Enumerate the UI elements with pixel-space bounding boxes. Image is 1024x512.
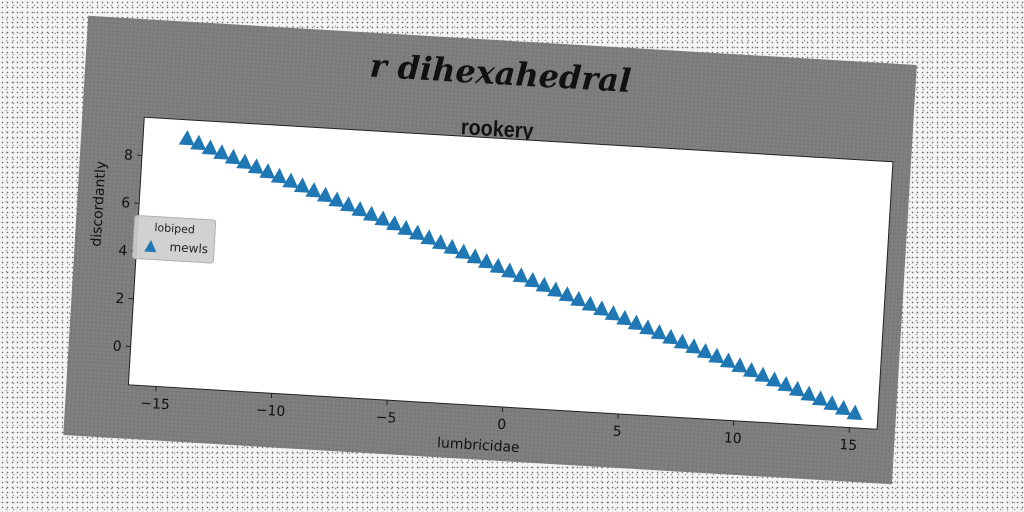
x-tick-label: 0 <box>497 417 507 434</box>
data-point-triangle <box>190 134 207 151</box>
data-point-triangle <box>316 186 333 203</box>
data-point-triangle <box>535 276 552 293</box>
data-point-triangle <box>374 210 391 226</box>
data-point-triangle <box>524 272 541 288</box>
data-point-triangle <box>662 328 679 345</box>
data-point-triangle <box>731 357 748 373</box>
data-point-triangle <box>685 338 702 354</box>
data-point-triangle <box>777 376 794 392</box>
data-point-triangle <box>420 229 437 245</box>
legend-marker-triangle <box>144 239 157 253</box>
data-point-triangle <box>800 385 817 402</box>
data-point-triangle <box>328 191 345 207</box>
x-tick-label: 10 <box>723 430 742 447</box>
data-point-triangle <box>593 300 610 316</box>
data-point-triangle <box>478 253 495 269</box>
data-point-triangle <box>512 267 529 283</box>
y-tick-label: 8 <box>124 147 134 164</box>
legend-title: lobiped <box>154 221 196 237</box>
data-point-triangle <box>811 390 828 406</box>
legend: lobiped mewls <box>131 214 217 264</box>
data-point-triangle <box>846 404 863 421</box>
data-point-triangle <box>489 257 506 274</box>
data-point-triangle <box>443 238 460 255</box>
data-point-triangle <box>627 314 644 331</box>
data-point-triangle <box>339 196 356 212</box>
data-point-triangle <box>213 144 230 160</box>
data-point-triangle <box>788 380 805 397</box>
data-point-triangle <box>765 371 782 387</box>
y-tick-label: 4 <box>118 243 128 260</box>
data-point-triangle <box>466 248 483 264</box>
data-point-triangle <box>834 399 851 416</box>
y-tick-label: 0 <box>112 339 122 356</box>
data-point-triangle <box>708 347 725 364</box>
data-point-triangle <box>673 333 690 350</box>
points-layer <box>178 129 863 421</box>
data-point-triangle <box>547 281 564 297</box>
data-point-triangle <box>616 309 633 326</box>
data-point-triangle <box>501 262 518 279</box>
data-point-triangle <box>639 319 656 335</box>
x-tick-label: −15 <box>140 396 170 414</box>
data-point-triangle <box>650 324 667 340</box>
x-tick-label: 15 <box>839 437 858 454</box>
data-point-triangle <box>247 158 264 174</box>
data-point-triangle <box>305 182 322 198</box>
data-point-triangle <box>558 286 575 302</box>
data-point-triangle <box>270 167 287 184</box>
ticks-layer: −15 −10 −5 0 5 10 15 0 2 4 6 8 <box>112 147 858 454</box>
x-tick-label: −10 <box>255 402 285 420</box>
x-tick-label: −5 <box>375 410 397 427</box>
data-point-triangle <box>604 305 621 321</box>
data-point-triangle <box>696 343 713 359</box>
data-point-triangle <box>742 361 759 378</box>
data-point-triangle <box>385 215 402 231</box>
legend-label: mewls <box>169 240 209 257</box>
data-point-triangle <box>754 366 771 383</box>
data-point-triangle <box>431 234 448 250</box>
legend-entry: mewls <box>143 238 208 256</box>
data-point-triangle <box>293 177 310 193</box>
data-point-triangle <box>362 205 379 222</box>
data-point-triangle <box>823 395 840 411</box>
data-point-triangle <box>178 129 195 146</box>
y-tick-label: 2 <box>115 291 125 308</box>
data-point-triangle <box>201 139 218 155</box>
data-point-triangle <box>570 290 587 307</box>
data-point-triangle <box>259 163 276 179</box>
x-tick-label: 5 <box>612 424 622 441</box>
data-point-triangle <box>282 172 299 189</box>
data-point-triangle <box>719 352 736 368</box>
figure: r dihexahedral rookery −15 −10 −5 0 5 10 15 0 2 4… <box>63 15 917 485</box>
data-point-triangle <box>581 295 598 312</box>
data-point-triangle <box>408 224 425 241</box>
y-tick-label: 6 <box>121 195 131 212</box>
data-point-triangle <box>455 243 471 260</box>
data-point-triangle <box>224 148 241 165</box>
data-point-triangle <box>351 201 368 217</box>
data-point-triangle <box>397 219 414 236</box>
data-point-triangle <box>236 153 253 170</box>
